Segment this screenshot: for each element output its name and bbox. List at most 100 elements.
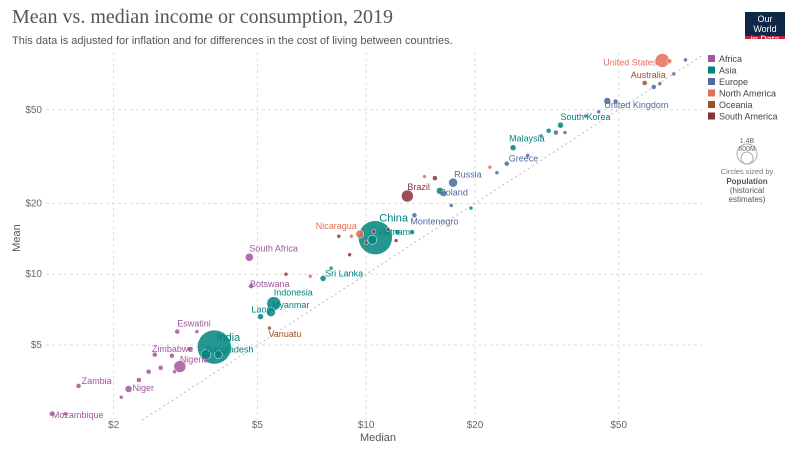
- data-point[interactable]: [248, 283, 254, 289]
- point-label: Poland: [440, 188, 468, 198]
- data-point[interactable]: [683, 57, 688, 63]
- data-point[interactable]: [468, 205, 474, 211]
- size-legend: 1.4B 600M Circles sized by Population (h…: [721, 138, 774, 204]
- data-point[interactable]: [214, 350, 223, 359]
- data-point[interactable]: [267, 325, 272, 331]
- data-point[interactable]: [562, 130, 568, 135]
- legend-label[interactable]: Asia: [719, 66, 737, 76]
- data-point[interactable]: [49, 411, 55, 417]
- chart-subtitle: This data is adjusted for inflation and …: [12, 35, 453, 47]
- data-point[interactable]: [650, 84, 657, 90]
- data-point[interactable]: [596, 109, 601, 115]
- data-point[interactable]: [319, 275, 327, 282]
- reference-line: [141, 55, 703, 421]
- point-label: South Africa: [249, 243, 298, 253]
- point-label: United States: [603, 57, 658, 67]
- equality-line: [141, 55, 703, 421]
- legend-swatch: [708, 78, 715, 85]
- point-label: South Korea: [561, 112, 611, 122]
- data-point[interactable]: [409, 229, 415, 235]
- grid-lines: [46, 52, 702, 420]
- data-point[interactable]: [157, 365, 164, 371]
- data-point[interactable]: [422, 174, 427, 179]
- data-point[interactable]: [257, 313, 264, 320]
- data-point[interactable]: [173, 360, 187, 373]
- point-label: Australia: [631, 70, 666, 80]
- data-point[interactable]: [525, 153, 530, 158]
- data-point[interactable]: [371, 229, 377, 234]
- data-point[interactable]: [504, 160, 510, 167]
- y-axis-ticks: $5 $10 $20 $50: [25, 105, 42, 351]
- point-label: Zimbabwe: [152, 344, 194, 354]
- data-point[interactable]: [367, 235, 378, 245]
- data-point[interactable]: [174, 328, 180, 335]
- data-point[interactable]: [538, 133, 544, 139]
- data-point[interactable]: [401, 189, 414, 203]
- data-point[interactable]: [553, 129, 559, 136]
- data-point[interactable]: [145, 368, 152, 375]
- data-point[interactable]: [394, 229, 401, 235]
- data-point[interactable]: [347, 252, 352, 257]
- legend-label[interactable]: Europe: [719, 77, 748, 87]
- x-tick-label: $50: [610, 420, 627, 431]
- data-point[interactable]: [449, 203, 454, 208]
- legend-label[interactable]: Oceania: [719, 100, 753, 110]
- data-point[interactable]: [200, 349, 212, 360]
- data-point[interactable]: [75, 383, 82, 389]
- legend-label[interactable]: North America: [719, 89, 776, 99]
- point-label: United Kingdom: [604, 100, 668, 110]
- data-point[interactable]: [385, 227, 391, 232]
- data-point[interactable]: [448, 177, 458, 188]
- data-point[interactable]: [124, 385, 133, 393]
- data-point[interactable]: [328, 265, 334, 271]
- legend-swatch: [708, 55, 715, 62]
- data-point[interactable]: [666, 58, 673, 64]
- data-point[interactable]: [355, 229, 365, 239]
- point-label: Niger: [133, 383, 155, 393]
- data-point[interactable]: [187, 346, 193, 352]
- data-point[interactable]: [603, 97, 612, 105]
- point-label: Indonesia: [274, 288, 313, 298]
- data-point[interactable]: [509, 144, 517, 151]
- data-point[interactable]: [349, 233, 354, 239]
- point-label: Mozambique: [52, 410, 104, 420]
- point-label: Zambia: [82, 376, 112, 386]
- data-point[interactable]: [557, 121, 564, 129]
- data-point[interactable]: [245, 253, 254, 262]
- data-point[interactable]: [671, 71, 677, 77]
- data-point[interactable]: [432, 175, 438, 181]
- data-point[interactable]: [494, 170, 500, 175]
- data-point[interactable]: [119, 394, 124, 400]
- data-point[interactable]: [172, 369, 177, 374]
- legend-label[interactable]: South America: [719, 112, 778, 122]
- data-point[interactable]: [266, 307, 276, 317]
- data-point[interactable]: [657, 81, 663, 86]
- data-point[interactable]: [583, 113, 588, 119]
- data-point[interactable]: [411, 212, 418, 219]
- data-point[interactable]: [487, 164, 493, 170]
- data-point[interactable]: [336, 233, 342, 239]
- data-point[interactable]: [363, 240, 369, 246]
- data-point[interactable]: [136, 377, 142, 383]
- data-point[interactable]: [194, 329, 200, 334]
- y-tick-label: $10: [25, 269, 42, 280]
- data-point[interactable]: [393, 238, 399, 243]
- data-point[interactable]: [641, 80, 648, 86]
- point-label: Vietnam: [377, 227, 410, 237]
- legend-label[interactable]: Africa: [719, 54, 742, 64]
- size-legend-big-label: 1.4B: [740, 138, 755, 145]
- owid-logo[interactable]: Our World in Data: [745, 12, 785, 44]
- size-legend-note-1: Circles sized by: [721, 167, 774, 176]
- data-point[interactable]: [283, 271, 289, 277]
- data-points: [49, 53, 688, 417]
- data-point[interactable]: [545, 128, 552, 134]
- data-point[interactable]: [307, 274, 313, 279]
- data-point[interactable]: [63, 411, 68, 417]
- data-point[interactable]: [152, 351, 158, 358]
- data-point[interactable]: [612, 98, 619, 105]
- point-label: Nigeria: [180, 355, 209, 365]
- data-point[interactable]: [440, 190, 448, 197]
- data-point[interactable]: [169, 353, 175, 359]
